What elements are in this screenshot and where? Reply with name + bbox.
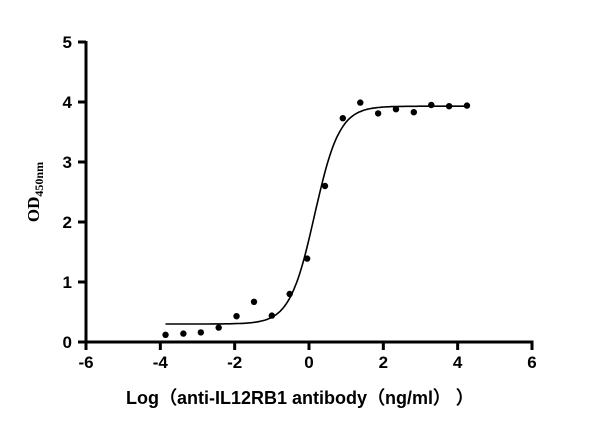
data-point	[428, 101, 435, 109]
data-point	[321, 182, 329, 190]
x-tick-label: -6	[78, 353, 93, 372]
data-point	[357, 99, 364, 106]
data-point	[233, 313, 240, 320]
data-point	[374, 110, 382, 117]
x-axis-label: Log（anti-IL12RB1 antibody（ng/ml） ）	[126, 388, 474, 408]
data-point	[162, 331, 169, 338]
x-tick-label: -4	[153, 353, 169, 372]
data-point	[392, 106, 400, 113]
y-tick-label: 1	[63, 273, 72, 292]
data-point	[339, 115, 347, 122]
data-point	[410, 109, 418, 116]
x-tick-label: 4	[453, 353, 463, 372]
axes: -6 -4 -2 0 2 4 6 0 1 2 3 4 5	[63, 33, 537, 372]
data-points	[162, 99, 471, 338]
data-point	[215, 324, 222, 331]
data-point	[268, 312, 276, 319]
y-tick-label: 2	[63, 213, 72, 232]
y-tick-label: 5	[63, 33, 72, 52]
data-point	[250, 298, 258, 305]
data-point	[445, 103, 453, 110]
y-tick-label: 3	[63, 153, 72, 172]
data-point	[303, 255, 311, 262]
y-axis-label: OD450nm	[24, 162, 46, 222]
data-point	[180, 330, 187, 337]
y-tick-label: 0	[63, 333, 72, 352]
fit-curve	[165, 105, 467, 325]
data-point	[463, 102, 471, 109]
x-tick-label: -2	[227, 353, 242, 372]
data-point	[286, 290, 293, 298]
y-axis-label-main: OD	[24, 197, 43, 223]
x-tick-label: 2	[379, 353, 388, 372]
x-tick-label: 0	[304, 353, 313, 372]
y-axis-label-sub: 450nm	[32, 162, 46, 197]
x-tick-label: 6	[527, 353, 536, 372]
data-point	[197, 329, 205, 336]
y-tick-label: 4	[63, 93, 73, 112]
